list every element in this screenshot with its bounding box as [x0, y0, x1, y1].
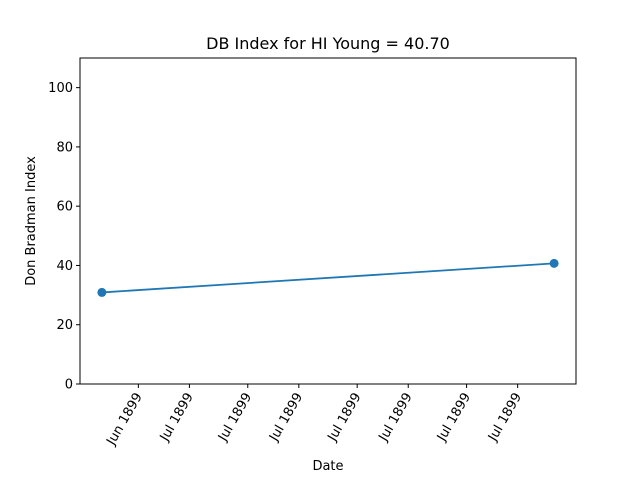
chart-title: DB Index for HI Young = 40.70	[206, 34, 450, 53]
y-axis-label: Don Bradman Index	[24, 156, 39, 286]
series-line	[101, 262, 555, 294]
data-point	[97, 287, 107, 297]
y-tick-label: 100	[48, 81, 73, 96]
y-tick-label: 0	[65, 378, 73, 393]
y-tick-label: 80	[56, 140, 73, 155]
x-axis-label: Date	[312, 459, 343, 474]
series-layer	[97, 258, 559, 297]
y-tick-label: 20	[56, 318, 73, 333]
y-axis-ticks: 0 20 40 60 80 100	[48, 81, 80, 393]
y-tick-label: 40	[56, 259, 73, 274]
y-tick-label: 60	[56, 200, 73, 215]
data-point	[549, 258, 559, 268]
plot-area-frame	[79, 57, 577, 385]
